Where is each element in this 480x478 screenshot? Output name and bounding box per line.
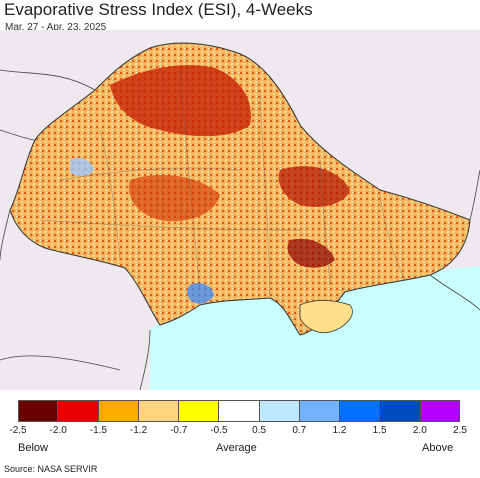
legend-swatch — [259, 400, 300, 422]
ukraine-region — [9, 42, 471, 336]
legend-swatch — [340, 400, 381, 422]
legend-tick-label: -1.2 — [129, 425, 148, 436]
legend-swatch — [380, 400, 421, 422]
legend-tick-label: -2.5 — [9, 425, 27, 436]
dry-zone-north — [110, 65, 251, 137]
legend-below-label: Below — [18, 442, 48, 454]
legend-ticks: -2.5 -2.0 -1.5 -1.2 -0.7 -0.5 0.5 0.7 1.2 1.5 2.0 2… — [0, 425, 480, 439]
esi-map — [0, 30, 480, 390]
legend-tick-label: 2.5 — [453, 425, 467, 436]
legend-frame — [18, 400, 460, 422]
legend-tick-label: 0.5 — [252, 425, 267, 436]
legend-colorbar — [18, 400, 460, 422]
dry-zone-southeast — [287, 238, 335, 268]
legend-tick-label: 1.5 — [372, 425, 387, 436]
legend-swatch — [98, 400, 139, 422]
legend-average-label: Average — [216, 442, 257, 454]
source-note: Source: NASA SERVIR — [4, 464, 98, 474]
legend-swatch — [179, 400, 220, 422]
map-title: Evaporative Stress Index (ESI), 4-Weeks — [4, 0, 313, 19]
legend-tick-label: -0.5 — [210, 425, 228, 436]
legend-tick-label: 1.2 — [332, 425, 347, 436]
legend-above-label: Above — [422, 442, 454, 454]
dry-zone-east — [278, 166, 350, 207]
legend-swatch — [299, 400, 341, 422]
dry-zone-central — [129, 175, 220, 222]
legend-swatch — [219, 400, 260, 422]
crimea — [299, 300, 353, 334]
legend-tick-label: 2.0 — [412, 425, 427, 436]
border-lines — [0, 69, 480, 390]
legend-tick-label: -2.0 — [49, 425, 67, 436]
legend-tick-label: -0.7 — [170, 425, 188, 436]
legend-swatch — [58, 400, 99, 422]
legend-tick-label: 0.7 — [292, 425, 307, 436]
wet-zone-southwest — [70, 158, 94, 177]
wet-zone-odesa — [187, 283, 214, 304]
legend-swatch — [18, 400, 59, 422]
oblast-boundaries — [39, 69, 406, 296]
legend-swatch — [138, 400, 180, 422]
date-range: Mar. 27 - Apr. 23, 2025 — [5, 22, 107, 33]
legend-tick-label: -1.5 — [89, 425, 107, 436]
legend-swatch — [420, 400, 460, 422]
